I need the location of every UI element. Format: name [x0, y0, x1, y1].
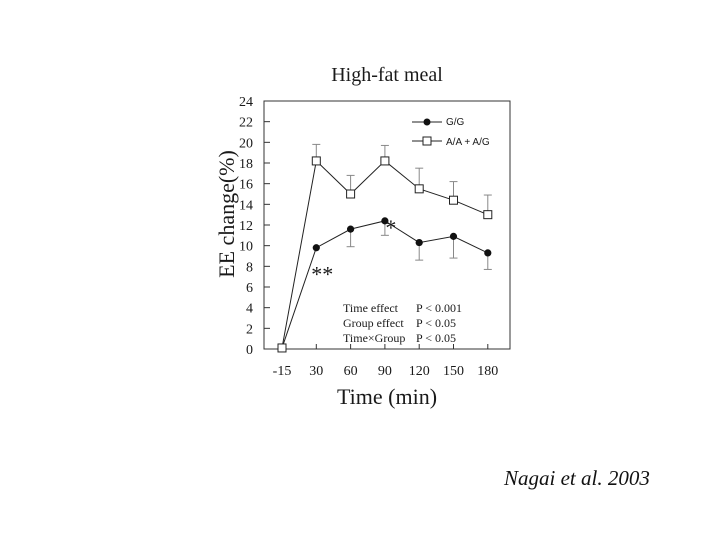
y-tick-label: 24 [239, 95, 253, 110]
data-point [347, 225, 355, 233]
y-tick-label: 6 [246, 281, 253, 296]
data-point [449, 232, 458, 240]
stats-pvalue: P < 0.001 [416, 301, 462, 315]
stats-label: Time effect [343, 301, 399, 315]
series-1 [277, 143, 493, 353]
y-tick-label: 2 [246, 322, 253, 337]
legend-marker-aa [422, 136, 432, 146]
y-tick-label: 12 [239, 219, 253, 234]
y-tick-label: 0 [246, 343, 253, 358]
x-tick-label: 150 [443, 364, 464, 379]
y-tick-label: 14 [239, 198, 253, 213]
y-tick-label: 10 [239, 240, 253, 255]
data-point [311, 156, 321, 166]
stats-pvalue: P < 0.05 [416, 331, 456, 345]
data-point [346, 189, 356, 199]
data-point [381, 217, 389, 225]
legend-label-aa: A/A + A/G [446, 137, 490, 148]
y-tick-label: 20 [239, 136, 253, 151]
x-tick-label: -15 [273, 364, 292, 379]
legend-marker-gg [423, 118, 431, 126]
citation: Nagai et al. 2003 [504, 466, 650, 490]
x-axis-label: Time (min) [337, 384, 437, 409]
stats-label: Time×Group [343, 331, 405, 345]
stats-label: Group effect [343, 316, 404, 330]
y-tick-label: 22 [239, 116, 253, 131]
data-point [415, 238, 423, 247]
y-tick-label: 4 [246, 302, 253, 317]
stats-pvalue: P < 0.05 [416, 316, 456, 330]
data-point [380, 156, 390, 166]
legend: G/G A/A + A/G [412, 117, 490, 148]
y-tick-label: 16 [239, 178, 253, 193]
x-tick-label: 90 [378, 364, 392, 379]
data-point [483, 210, 493, 220]
series-0 [278, 217, 492, 352]
data-point [312, 244, 320, 252]
x-tick-label: 60 [344, 364, 358, 379]
y-tick-label: 8 [246, 260, 253, 275]
x-tick-label: 180 [477, 364, 498, 379]
legend-label-gg: G/G [446, 117, 465, 128]
data-point [414, 184, 424, 194]
y-axis-label: EE change(%) [214, 150, 239, 278]
significance-annotation: ** [311, 262, 333, 287]
y-tick-label: 18 [239, 157, 253, 172]
data-point [449, 195, 458, 205]
data-point [484, 249, 492, 257]
x-tick-label: 120 [409, 364, 430, 379]
x-tick-label: 30 [309, 364, 323, 379]
stats-block: Time effect P < 0.001 Group effect P < 0… [343, 301, 462, 345]
chart-title: High-fat meal [331, 64, 443, 86]
significance-annotation: * [385, 215, 396, 240]
data-point [277, 343, 287, 353]
